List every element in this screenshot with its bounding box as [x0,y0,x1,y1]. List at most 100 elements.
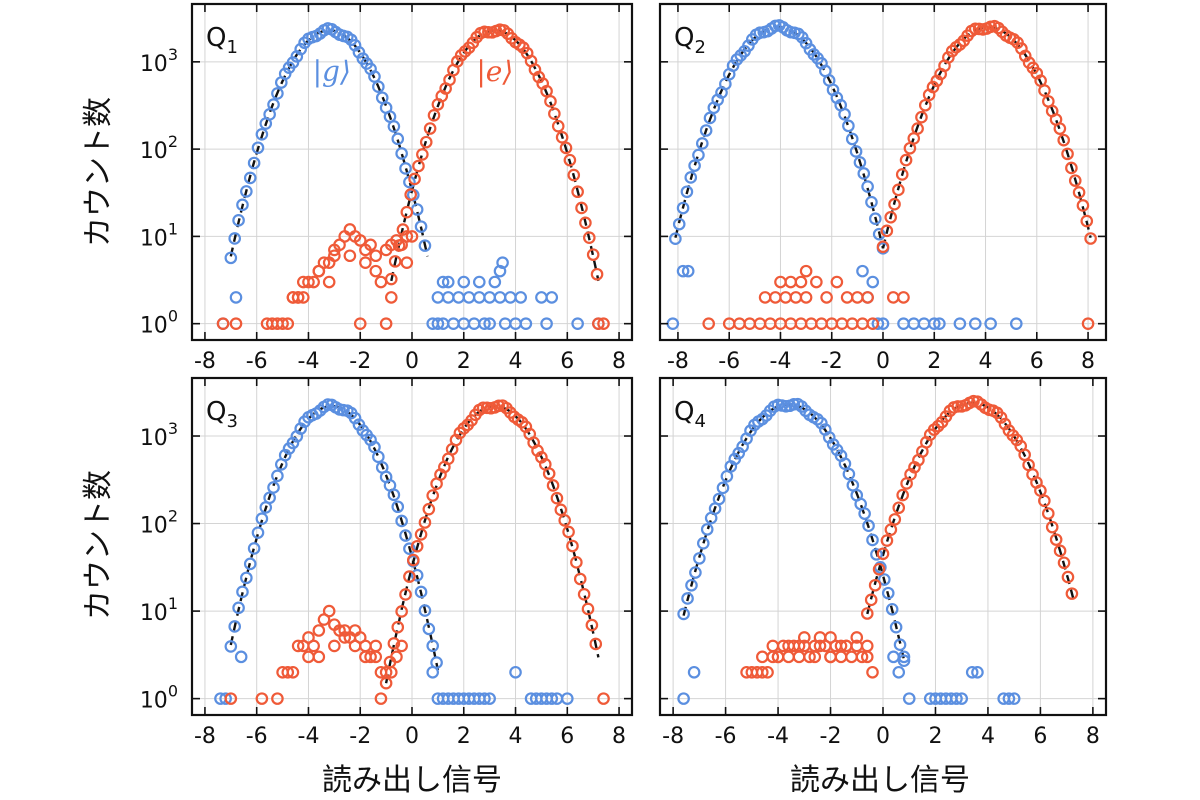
data-point-e [782,639,795,653]
data-point-e [834,650,848,664]
x-tick-label: -6 [246,349,268,374]
data-point-g [742,39,755,52]
fit-curve-e [881,25,1092,249]
data-point-e [399,588,412,601]
data-point-g [950,692,963,705]
data-point-e [1057,556,1071,570]
data-point-g [452,291,465,304]
data-point-e [868,578,882,592]
data-point-g [869,212,882,226]
data-point-g [853,156,867,169]
data-point-e [281,665,295,679]
x-tick-label: 4 [981,724,995,749]
data-point-g [478,317,491,330]
data-point-g [294,42,308,56]
data-point-e [942,51,955,64]
data-point-e [302,275,315,289]
data-point-e [1018,49,1032,63]
data-point-g [391,132,405,146]
data-point-g [219,692,232,705]
data-point-g [676,264,690,278]
data-point-g [229,291,243,304]
data-point-e [824,631,837,644]
data-point-e [1065,161,1078,175]
x-tick-label: 6 [560,724,574,749]
x-tick-label: 4 [979,349,993,374]
data-point-e [792,650,806,664]
data-point-g [693,552,706,565]
data-point-g [696,536,710,550]
data-point-e [374,275,388,289]
data-point-g [893,638,907,652]
panel-label: Q4 [674,397,706,432]
data-point-g [799,404,812,418]
data-point-e [328,243,341,257]
data-point-g [676,201,690,215]
x-tick-label: 0 [405,349,419,374]
data-point-e [395,639,408,653]
data-point-e [850,631,864,644]
data-point-e [388,255,402,268]
data-point-e [281,317,295,330]
data-point-g [699,124,713,137]
data-point-g [472,291,486,304]
data-point-e [229,317,243,330]
data-point-e [918,98,932,112]
data-point-e [892,183,905,197]
data-point-e [570,556,583,569]
data-point-e [216,317,230,330]
data-point-g [519,317,533,330]
data-point-g [885,602,899,616]
data-point-e [930,74,944,88]
data-point-e [369,639,383,653]
data-point-g [457,275,471,289]
x-tick-label: 2 [928,724,942,749]
data-point-e [810,275,823,289]
data-point-e [864,593,878,607]
data-point-e [312,624,326,637]
data-point-e [271,692,284,705]
data-point-e [998,417,1012,431]
data-point-g [897,654,911,668]
data-point-e [876,240,890,254]
data-point-g [807,48,821,61]
data-point-e [1081,317,1095,330]
data-point-e [995,25,1009,39]
data-point-e [1038,84,1051,97]
data-point-e [789,291,803,304]
data-point-e [758,291,772,304]
data-point-e [359,256,372,269]
data-point-e [911,122,924,135]
data-point-e [387,637,401,650]
data-point-g [228,620,242,633]
x-tick-label: -8 [667,349,689,374]
data-point-g [483,291,496,304]
data-point-g [933,317,946,330]
data-point-g [685,578,698,592]
data-point-g [871,317,885,330]
data-point-g [267,481,280,494]
data-point-e [1080,214,1094,228]
data-point-g [247,156,261,170]
data-point-e [876,547,890,561]
data-point-e [896,488,909,502]
data-point-g [422,622,436,636]
data-point-e [860,607,874,620]
data-point-g [842,119,855,133]
data-point-e [396,223,410,236]
data-point-e [532,70,546,84]
y-tick-label: 101 [140,219,178,251]
data-point-e [577,587,591,601]
data-point-g [535,291,548,304]
x-axis-title-right: 読み出し信号 [790,763,970,798]
data-point-g [984,317,997,330]
data-point-e [926,80,940,94]
data-point-g [224,640,238,653]
panel-1: -8 -6 -4 -2 0 2 4 6 8 100 101 102 103 Q1 |g⟩ |e⟩ [140,2,634,374]
data-point-g [677,692,690,705]
data-point-g [488,275,502,289]
x-tick-label: -6 [718,349,740,374]
y-tick-label: 103 [140,45,178,77]
data-point-g [395,147,408,160]
data-point-e [794,275,808,289]
